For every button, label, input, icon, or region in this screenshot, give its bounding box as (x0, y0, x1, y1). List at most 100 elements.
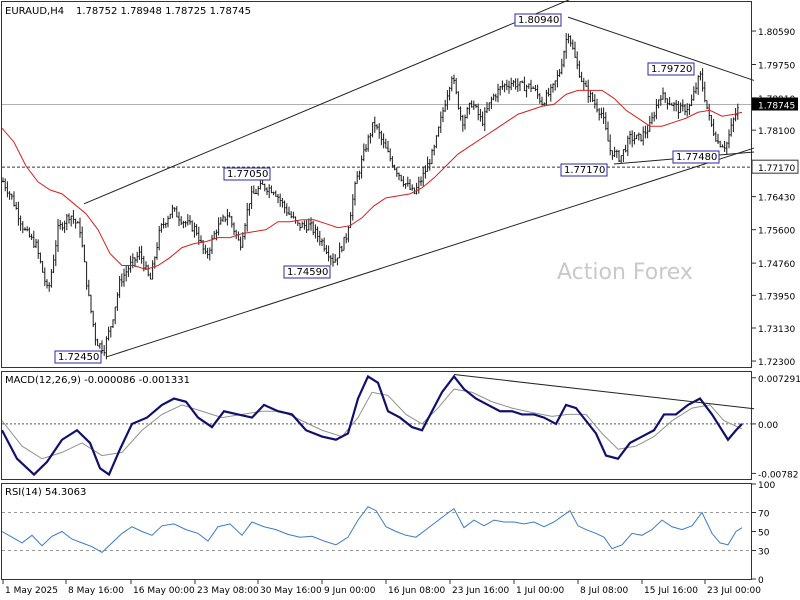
annotation-box (54, 350, 102, 364)
price-candle (149, 272, 152, 280)
price-candle (74, 218, 77, 229)
price-candle (358, 170, 361, 180)
price-candle (615, 149, 618, 158)
price-candle (151, 260, 154, 280)
price-candle (316, 226, 319, 243)
price-candle (620, 155, 623, 164)
price-candle (228, 212, 231, 218)
price-candle (85, 261, 88, 290)
price-candle (356, 171, 359, 185)
price-candle (505, 79, 508, 91)
price-candle (107, 326, 110, 341)
price-candle (571, 39, 574, 50)
price-candle (378, 123, 381, 139)
price-candle (664, 92, 667, 104)
price-candle (703, 81, 706, 103)
price-candle (65, 214, 68, 231)
price-candle (382, 133, 385, 149)
price-annotation: 1.77050 (223, 167, 271, 181)
price-candle (263, 183, 266, 192)
macd-axis-label: -0.00782 (758, 470, 798, 480)
price-candle (180, 216, 183, 226)
price-candle (631, 130, 634, 148)
price-candle (191, 220, 194, 232)
rsi-axis-label: 100 (758, 481, 775, 491)
price-candle (219, 216, 222, 225)
price-candle (433, 144, 436, 156)
price-candle (351, 194, 354, 221)
price-candle (393, 164, 396, 171)
price-candle (79, 217, 81, 238)
price-candle (246, 202, 249, 232)
price-candle (171, 204, 174, 219)
price-candle (494, 93, 497, 102)
price-candle (200, 235, 202, 244)
macd-axis-label: 0.007291 (758, 375, 800, 385)
price-candle (360, 155, 363, 179)
price-candle (629, 130, 631, 145)
price-candle (332, 253, 334, 267)
price-candle (362, 143, 365, 162)
rsi-axis-label: 0 (758, 576, 764, 586)
price-candle (127, 265, 130, 277)
price-candle (514, 78, 517, 90)
price-candle (457, 91, 460, 110)
price-candle (723, 140, 726, 152)
price-candle (461, 114, 464, 132)
price-axis-label: 1.80590 (758, 28, 795, 38)
price-candle (204, 244, 207, 255)
price-candle (211, 234, 213, 255)
level-price-label: 1.77170 (758, 164, 795, 174)
macd-signal-line (1, 388, 743, 460)
price-candle (30, 233, 33, 240)
time-axis-label: 8 Jul 08:00 (580, 586, 629, 596)
price-candle (714, 131, 717, 142)
price-candle (699, 71, 702, 81)
price-candle (708, 103, 711, 121)
price-candle (233, 222, 235, 236)
price-candle (646, 125, 649, 139)
price-candle (54, 240, 57, 267)
price-candle (43, 267, 46, 287)
time-axis-label: 16 May 00:00 (133, 586, 195, 596)
price-candle (483, 107, 486, 132)
price-candle (596, 98, 598, 113)
price-candle (492, 93, 495, 101)
price-candle (686, 103, 689, 117)
price-candle (532, 86, 535, 89)
price-candle (87, 279, 90, 297)
price-candle (637, 132, 640, 141)
price-candle (563, 50, 565, 68)
annotation-label: 1.77050 (227, 169, 268, 180)
price-candle (208, 247, 211, 261)
price-candle (576, 51, 579, 70)
price-axis-label: 1.72300 (758, 358, 795, 368)
price-candle (666, 98, 669, 110)
price-candle (195, 224, 198, 236)
price-candle (479, 108, 482, 122)
macd-trendline (453, 374, 755, 410)
price-candle (512, 80, 515, 87)
price-candle (409, 178, 411, 191)
price-candle (270, 185, 273, 194)
price-candle (118, 276, 121, 298)
price-candle (578, 60, 581, 78)
price-candle (567, 33, 570, 44)
price-annotation: 1.72450 (54, 350, 102, 364)
price-candle (442, 107, 444, 123)
price-candle (411, 184, 414, 191)
price-candle (587, 79, 590, 103)
price-candle (673, 101, 675, 112)
price-candle (70, 215, 73, 227)
macd-plot (1, 374, 755, 477)
price-candle (468, 102, 471, 115)
macd-panel (1, 371, 752, 480)
price-candle (547, 87, 550, 97)
price-candle (140, 245, 143, 264)
price-candle (552, 83, 554, 93)
annotation-box (560, 163, 608, 177)
price-candle (105, 336, 108, 360)
price-candle (255, 189, 257, 195)
price-candle (717, 133, 719, 144)
price-candle (486, 102, 488, 114)
